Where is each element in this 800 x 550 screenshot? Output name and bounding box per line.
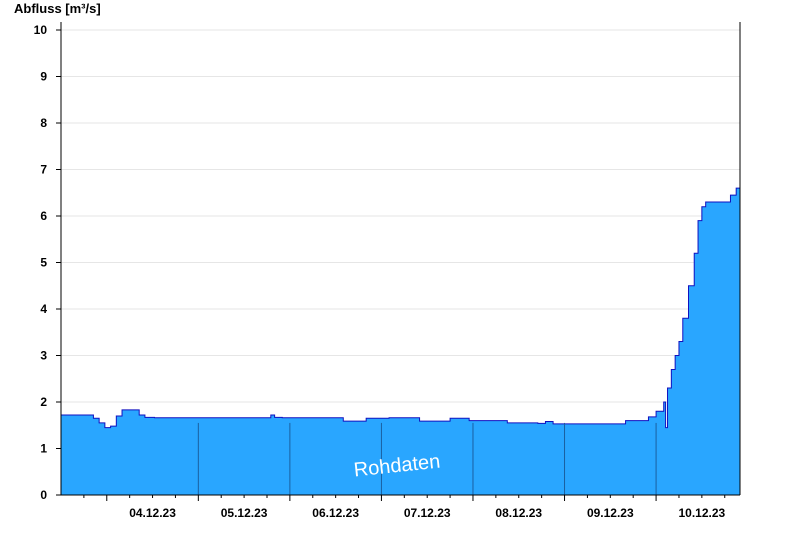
discharge-area: [61, 188, 740, 495]
y-ticks: 0 1 2 3 4 5 6 7 8 9 10: [34, 23, 61, 502]
y-tick-label: 0: [40, 488, 47, 502]
x-tick-label: 10.12.23: [678, 506, 725, 520]
day-lines: [197, 422, 657, 495]
x-tick-label: 04.12.23: [129, 506, 176, 520]
x-tick-label: 09.12.23: [587, 506, 634, 520]
y-tick-label: 8: [40, 116, 47, 130]
y-tick-label: 6: [40, 209, 47, 223]
y-tick-label: 7: [40, 163, 47, 177]
axes: [60, 22, 741, 496]
y-tick-label: 5: [40, 256, 47, 270]
y-tick-label: 10: [34, 23, 48, 37]
x-tick-label: 06.12.23: [312, 506, 359, 520]
x-tick-label: 05.12.23: [221, 506, 268, 520]
y-tick-label: 1: [40, 442, 47, 456]
y-tick-label: 2: [40, 395, 47, 409]
y-tick-label: 4: [40, 302, 47, 316]
x-tick-label: 07.12.23: [404, 506, 451, 520]
x-ticks: 04.12.23 05.12.23 06.12.23 07.12.23 08.12.23…: [83, 495, 726, 520]
y-axis-label: Abfluss [m³/s]: [14, 1, 101, 16]
grid: [61, 29, 740, 449]
discharge-line: [61, 187, 740, 429]
y-tick-label: 3: [40, 349, 47, 363]
x-tick-label: 08.12.23: [495, 506, 542, 520]
y-tick-label: 9: [40, 70, 47, 84]
